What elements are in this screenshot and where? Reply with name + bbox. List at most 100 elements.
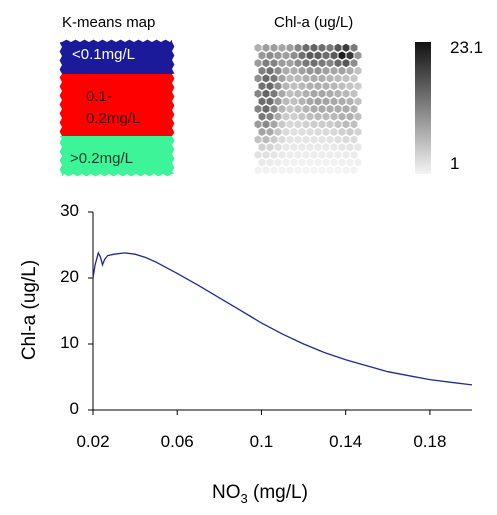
- chla-map-cell: [309, 58, 319, 68]
- chla-map-cell: [345, 50, 355, 61]
- chla-map-cell: [261, 119, 271, 130]
- kmeans-map: [59, 39, 175, 177]
- chla-map-cell: [349, 119, 359, 130]
- chla-map-cell: [297, 157, 307, 168]
- chla-map-cell: [345, 127, 355, 137]
- chla-map-cell: [277, 58, 287, 68]
- chla-map-cell: [257, 157, 267, 168]
- chla-map-cell: [329, 50, 339, 61]
- chla-map-cell: [293, 43, 303, 53]
- chla-map-cell: [265, 127, 275, 137]
- chla-map-cell: [317, 73, 327, 84]
- chla-map-cell: [293, 119, 303, 130]
- chla-map-cell: [269, 134, 279, 145]
- chla-map-cell: [313, 81, 323, 91]
- chla-map-cell: [281, 81, 291, 91]
- y-tick-label: 30: [60, 201, 79, 220]
- chla-map-cell: [273, 66, 283, 76]
- chla-map-cell: [253, 134, 263, 145]
- chla-colorbar-gradient: [415, 42, 431, 174]
- chla-map-cell: [333, 150, 343, 160]
- chla-map-cell: [329, 142, 339, 152]
- chla-map-cell: [261, 73, 271, 84]
- chla-map-cell: [345, 157, 355, 168]
- chla-map-cell: [317, 165, 327, 175]
- chla-map-cell: [273, 142, 283, 152]
- x-tick-label: 0.02: [76, 432, 110, 451]
- chla-map-cell: [321, 81, 331, 91]
- x-tick-label: 0.1: [249, 432, 274, 451]
- chla-map-cell: [301, 104, 311, 114]
- chla-map-cell: [305, 96, 315, 107]
- chla-map-cell: [265, 96, 275, 107]
- axis-ticks: [88, 211, 431, 415]
- chla-map-cell: [257, 81, 267, 91]
- chla-map-cell: [317, 43, 327, 53]
- chla-map-cell: [289, 127, 299, 137]
- chla-map-cell: [265, 66, 275, 76]
- chla-map-cell: [349, 104, 359, 114]
- chla-map-cell: [277, 43, 287, 53]
- chla-map-cell: [313, 157, 323, 168]
- chla-map-cell: [341, 104, 351, 114]
- y-tick-label: 20: [60, 267, 79, 286]
- chla-map-cell: [349, 165, 359, 175]
- chla-map-cell: [289, 96, 299, 107]
- chla-map-cell: [333, 88, 343, 99]
- chla-map-cell: [297, 96, 307, 107]
- chla-map-cell: [265, 111, 275, 122]
- chla-map-cell: [337, 127, 347, 137]
- chla-map-cell: [333, 104, 343, 114]
- chla-map-cell: [321, 111, 331, 122]
- chla-map-cell: [313, 111, 323, 122]
- chla-map-cell: [353, 111, 363, 122]
- chla-map-cell: [273, 111, 283, 122]
- chla-map: [253, 43, 363, 175]
- chla-map-cell: [313, 50, 323, 61]
- chla-map-cell: [269, 104, 279, 114]
- chla-map-cell: [297, 111, 307, 122]
- chla-map-cell: [269, 119, 279, 130]
- chla-map-cell: [285, 104, 295, 114]
- chla-map-cell: [253, 43, 263, 53]
- chla-map-cell: [277, 134, 287, 145]
- chla-map-cell: [265, 81, 275, 91]
- chla-map-cell: [353, 66, 363, 76]
- chla-map-cell: [261, 104, 271, 114]
- cluster-low-region: [59, 39, 175, 74]
- chla-map-cell: [313, 66, 323, 76]
- chla-map-cell: [273, 157, 283, 168]
- chla-map-cell: [261, 165, 271, 175]
- chla-map-cell: [285, 134, 295, 145]
- chla-map-cell: [257, 111, 267, 122]
- chla-colorbar: [415, 42, 431, 174]
- chla-map-cell: [309, 134, 319, 145]
- chla-map-cell: [305, 111, 315, 122]
- chla-map-cell: [353, 81, 363, 91]
- chla-map-cell: [325, 165, 335, 175]
- chla-map-cell: [349, 134, 359, 145]
- chla-map-cell: [281, 157, 291, 168]
- chla-map-cell: [269, 73, 279, 84]
- chla-map-cell: [321, 96, 331, 107]
- chla-map-cell: [285, 73, 295, 84]
- chla-map-cell: [341, 150, 351, 160]
- chla-map-title: Chl-a (ug/L): [274, 14, 354, 31]
- chla-map-cell: [337, 50, 347, 61]
- kmeans-map-title: K-means map: [62, 14, 156, 31]
- chla-map-cell: [305, 127, 315, 137]
- x-axis-title: NO3 (mg/L): [212, 482, 308, 506]
- chla-map-cell: [281, 142, 291, 152]
- chla-map-cell: [353, 157, 363, 168]
- chla-map-cell: [345, 111, 355, 122]
- chla-map-cell: [337, 96, 347, 107]
- chla-map-cell: [317, 119, 327, 130]
- chla-map-cell: [261, 134, 271, 145]
- chla-map-cell: [337, 142, 347, 152]
- chla-map-cell: [321, 66, 331, 76]
- cluster-high-region: [59, 136, 175, 177]
- chla-map-cell: [269, 150, 279, 160]
- chla-map-cell: [321, 50, 331, 61]
- chla-map-cell: [353, 96, 363, 107]
